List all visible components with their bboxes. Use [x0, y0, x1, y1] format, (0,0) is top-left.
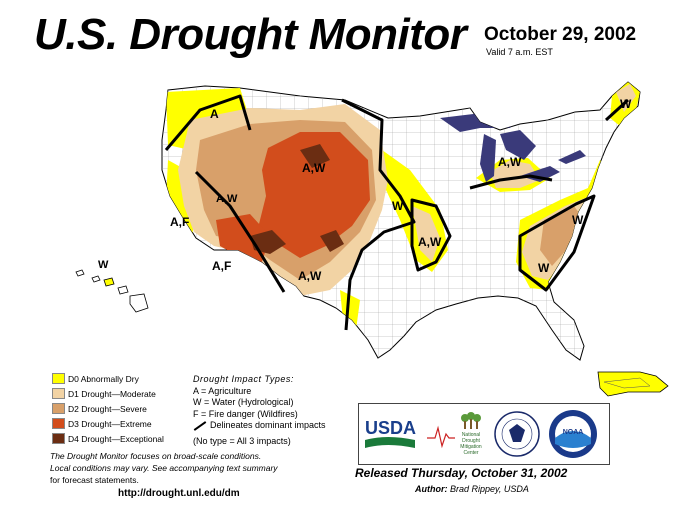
- valid-time: Valid 7 a.m. EST: [486, 47, 553, 57]
- legend-item-d2: D2 Drought—Severe: [52, 401, 164, 416]
- website-link[interactable]: http://drought.unl.edu/dm: [118, 488, 240, 499]
- map-label-mo-ar: A,W: [418, 235, 442, 249]
- map-label-hawaii: W: [98, 259, 109, 271]
- map-label-maine: W: [620, 97, 632, 111]
- usda-logo: USDA: [365, 418, 416, 448]
- map-label-pnw: A: [210, 107, 219, 121]
- disclaimer-note: The Drought Monitor focuses on broad-sca…: [50, 450, 278, 486]
- author: Author: Brad Rippey, USDA: [415, 484, 529, 494]
- note-line: Local conditions may vary. See accompany…: [50, 463, 278, 473]
- legend-swatch: [52, 403, 65, 414]
- impact-types: Drought Impact Types: A = Agriculture W …: [193, 374, 326, 447]
- map-label-va-nc: W: [572, 213, 584, 227]
- hawaii: [75, 269, 149, 313]
- impact-fire: F = Fire danger (Wildfires): [193, 408, 298, 419]
- map-label-nw-rockies: A,W: [302, 161, 326, 175]
- ndmc-text: National: [462, 432, 480, 438]
- legend-label: D4 Drought—Exceptional: [68, 433, 164, 444]
- noaa-logo: NOAA: [549, 410, 597, 458]
- legend-label: D0 Abnormally Dry: [68, 373, 139, 384]
- map-label-michigan: A,W: [498, 155, 522, 169]
- d3-areas: [216, 132, 370, 262]
- author-label: Author:: [415, 484, 448, 494]
- legend: D0 Abnormally Dry D1 Drought—Moderate D2…: [52, 371, 164, 446]
- d4-areas: [250, 144, 344, 254]
- agency-logos: USDA National Drought Mitigation Center: [358, 403, 610, 465]
- ndmc-logo: National Drought Mitigation Center: [427, 412, 482, 456]
- map-label-southeast: W: [538, 261, 550, 275]
- noaa-logo-text: NOAA: [563, 429, 584, 436]
- legend-swatch: [52, 388, 65, 399]
- note-line: The Drought Monitor focuses on broad-sca…: [50, 451, 262, 461]
- legend-item-d0: D0 Abnormally Dry: [52, 371, 164, 386]
- map-label-ca-south: A,F: [212, 259, 231, 273]
- map-label-plains: W: [392, 199, 404, 213]
- commerce-seal-icon: [494, 411, 540, 457]
- impact-delineates: Delineates dominant impacts: [193, 420, 326, 432]
- legend-label: D2 Drought—Severe: [68, 403, 147, 414]
- legend-swatch: [52, 418, 65, 429]
- impact-water: W = Water (Hydrological): [193, 397, 294, 407]
- release-date: Released Thursday, October 31, 2002: [355, 466, 568, 480]
- legend-label: D3 Drought—Extreme: [68, 418, 152, 429]
- page-title: U.S. Drought Monitor: [34, 10, 467, 59]
- impact-no-type: (No type = All 3 impacts): [193, 435, 291, 446]
- impact-boundaries: [164, 94, 630, 331]
- legend-swatch: [52, 373, 65, 384]
- legend-item-d3: D3 Drought—Extreme: [52, 416, 164, 431]
- ndmc-text: Center: [463, 450, 478, 456]
- note-line: for forecast statements.: [50, 475, 139, 485]
- delineation-line-icon: [193, 420, 207, 431]
- usda-logo-text: USDA: [365, 418, 416, 438]
- map-label-great-basin: A,W: [216, 193, 238, 205]
- legend-item-d1: D1 Drought—Moderate: [52, 386, 164, 401]
- legend-label: D1 Drought—Moderate: [68, 388, 156, 399]
- legend-item-d4: D4 Drought—Exceptional: [52, 431, 164, 446]
- impact-agriculture: A = Agriculture: [193, 385, 252, 396]
- ndmc-text: Drought: [462, 438, 480, 444]
- author-name: Brad Rippey, USDA: [450, 484, 529, 494]
- legend-swatch: [52, 433, 65, 444]
- ndmc-text: Mitigation: [460, 444, 482, 450]
- map-label-ca-north: A,F: [170, 215, 189, 229]
- map-label-southwest: A,W: [298, 269, 322, 283]
- alaska: [597, 371, 669, 397]
- map-date: October 29, 2002: [484, 24, 637, 45]
- impact-delineates-label: Delineates dominant impacts: [210, 420, 326, 430]
- impact-heading: Drought Impact Types:: [193, 374, 294, 384]
